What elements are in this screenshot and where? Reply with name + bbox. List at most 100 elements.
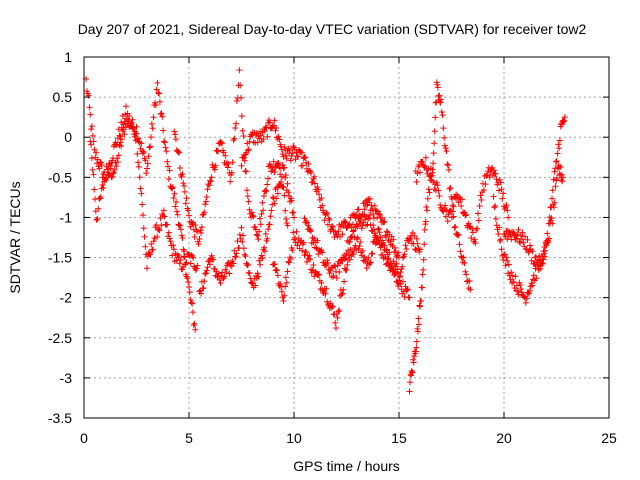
- data-point: [362, 216, 369, 223]
- data-point: [555, 141, 562, 148]
- data-point: [166, 167, 173, 174]
- data-point: [422, 218, 429, 225]
- x-axis-label: GPS time / hours: [293, 458, 400, 474]
- data-point: [110, 170, 117, 177]
- data-point: [431, 128, 438, 135]
- data-point: [258, 252, 265, 259]
- data-point: [290, 143, 297, 150]
- data-point: [177, 226, 184, 233]
- data-point: [339, 231, 346, 238]
- data-point: [91, 186, 98, 193]
- data-point: [180, 180, 187, 187]
- data-point: [369, 206, 376, 213]
- data-point: [98, 161, 105, 168]
- data-point: [186, 289, 193, 296]
- y-tick-label: -1: [60, 209, 73, 225]
- data-point: [216, 276, 223, 283]
- data-point: [96, 165, 103, 172]
- data-point: [175, 148, 182, 155]
- data-point: [507, 276, 514, 283]
- data-point: [459, 196, 465, 203]
- data-point: [113, 141, 120, 148]
- data-point: [502, 262, 509, 269]
- data-point: [418, 297, 425, 304]
- data-point: [100, 184, 107, 191]
- data-point: [549, 195, 556, 202]
- data-point: [319, 202, 326, 209]
- data-point: [96, 195, 103, 202]
- data-point: [505, 214, 512, 221]
- data-point: [465, 220, 472, 227]
- data-point: [207, 177, 213, 184]
- data-point: [242, 253, 249, 260]
- data-point: [437, 99, 444, 106]
- data-point: [333, 324, 339, 331]
- data-point: [136, 174, 143, 181]
- data-point: [180, 253, 187, 260]
- data-point: [166, 235, 173, 242]
- data-point: [432, 114, 439, 121]
- data-point: [435, 187, 442, 194]
- data-point: [414, 240, 421, 247]
- data-point: [190, 322, 197, 329]
- data-point: [155, 225, 162, 232]
- data-point: [87, 138, 94, 145]
- data-point: [408, 367, 415, 374]
- data-point: [160, 207, 167, 214]
- data-point: [275, 159, 282, 166]
- data-point: [328, 223, 335, 230]
- data-point: [421, 241, 428, 248]
- data-point: [515, 291, 522, 298]
- data-point: [202, 270, 209, 277]
- data-point: [463, 211, 470, 218]
- data-point: [156, 227, 163, 234]
- data-point: [455, 199, 462, 206]
- data-point: [477, 192, 484, 199]
- data-point: [467, 286, 474, 293]
- data-point: [204, 186, 211, 193]
- data-point: [290, 229, 297, 236]
- data-point: [458, 203, 465, 210]
- data-point: [249, 212, 256, 219]
- data-point: [371, 202, 378, 209]
- data-point: [181, 188, 188, 195]
- data-point: [318, 195, 325, 202]
- data-point: [326, 217, 333, 224]
- data-point: [140, 225, 147, 232]
- data-point: [433, 179, 440, 186]
- data-point: [394, 266, 401, 273]
- series-2: [87, 103, 201, 273]
- data-point: [156, 90, 163, 97]
- data-point: [343, 266, 350, 273]
- data-point: [448, 214, 455, 221]
- data-point: [492, 215, 499, 222]
- data-point: [282, 152, 289, 159]
- data-point: [287, 255, 294, 262]
- data-point: [408, 372, 415, 379]
- data-point: [196, 236, 203, 243]
- data-point: [552, 158, 559, 165]
- data-point: [554, 174, 561, 181]
- data-point: [366, 215, 373, 222]
- data-point: [330, 272, 337, 279]
- data-point: [224, 164, 231, 171]
- data-point: [240, 245, 247, 252]
- data-point: [193, 265, 200, 272]
- data-point: [392, 269, 399, 276]
- data-point: [280, 165, 287, 172]
- data-point: [519, 229, 526, 236]
- data-point: [256, 215, 263, 222]
- data-point: [237, 82, 244, 89]
- data-point: [254, 139, 261, 146]
- data-point: [379, 214, 386, 221]
- data-point: [444, 218, 451, 225]
- data-point: [183, 259, 190, 266]
- data-point: [138, 140, 145, 147]
- data-point: [202, 201, 209, 208]
- data-point: [553, 177, 560, 184]
- data-point: [441, 134, 448, 141]
- data-point: [283, 279, 290, 286]
- data-point: [384, 256, 391, 263]
- data-point: [116, 132, 123, 139]
- data-point: [380, 219, 387, 226]
